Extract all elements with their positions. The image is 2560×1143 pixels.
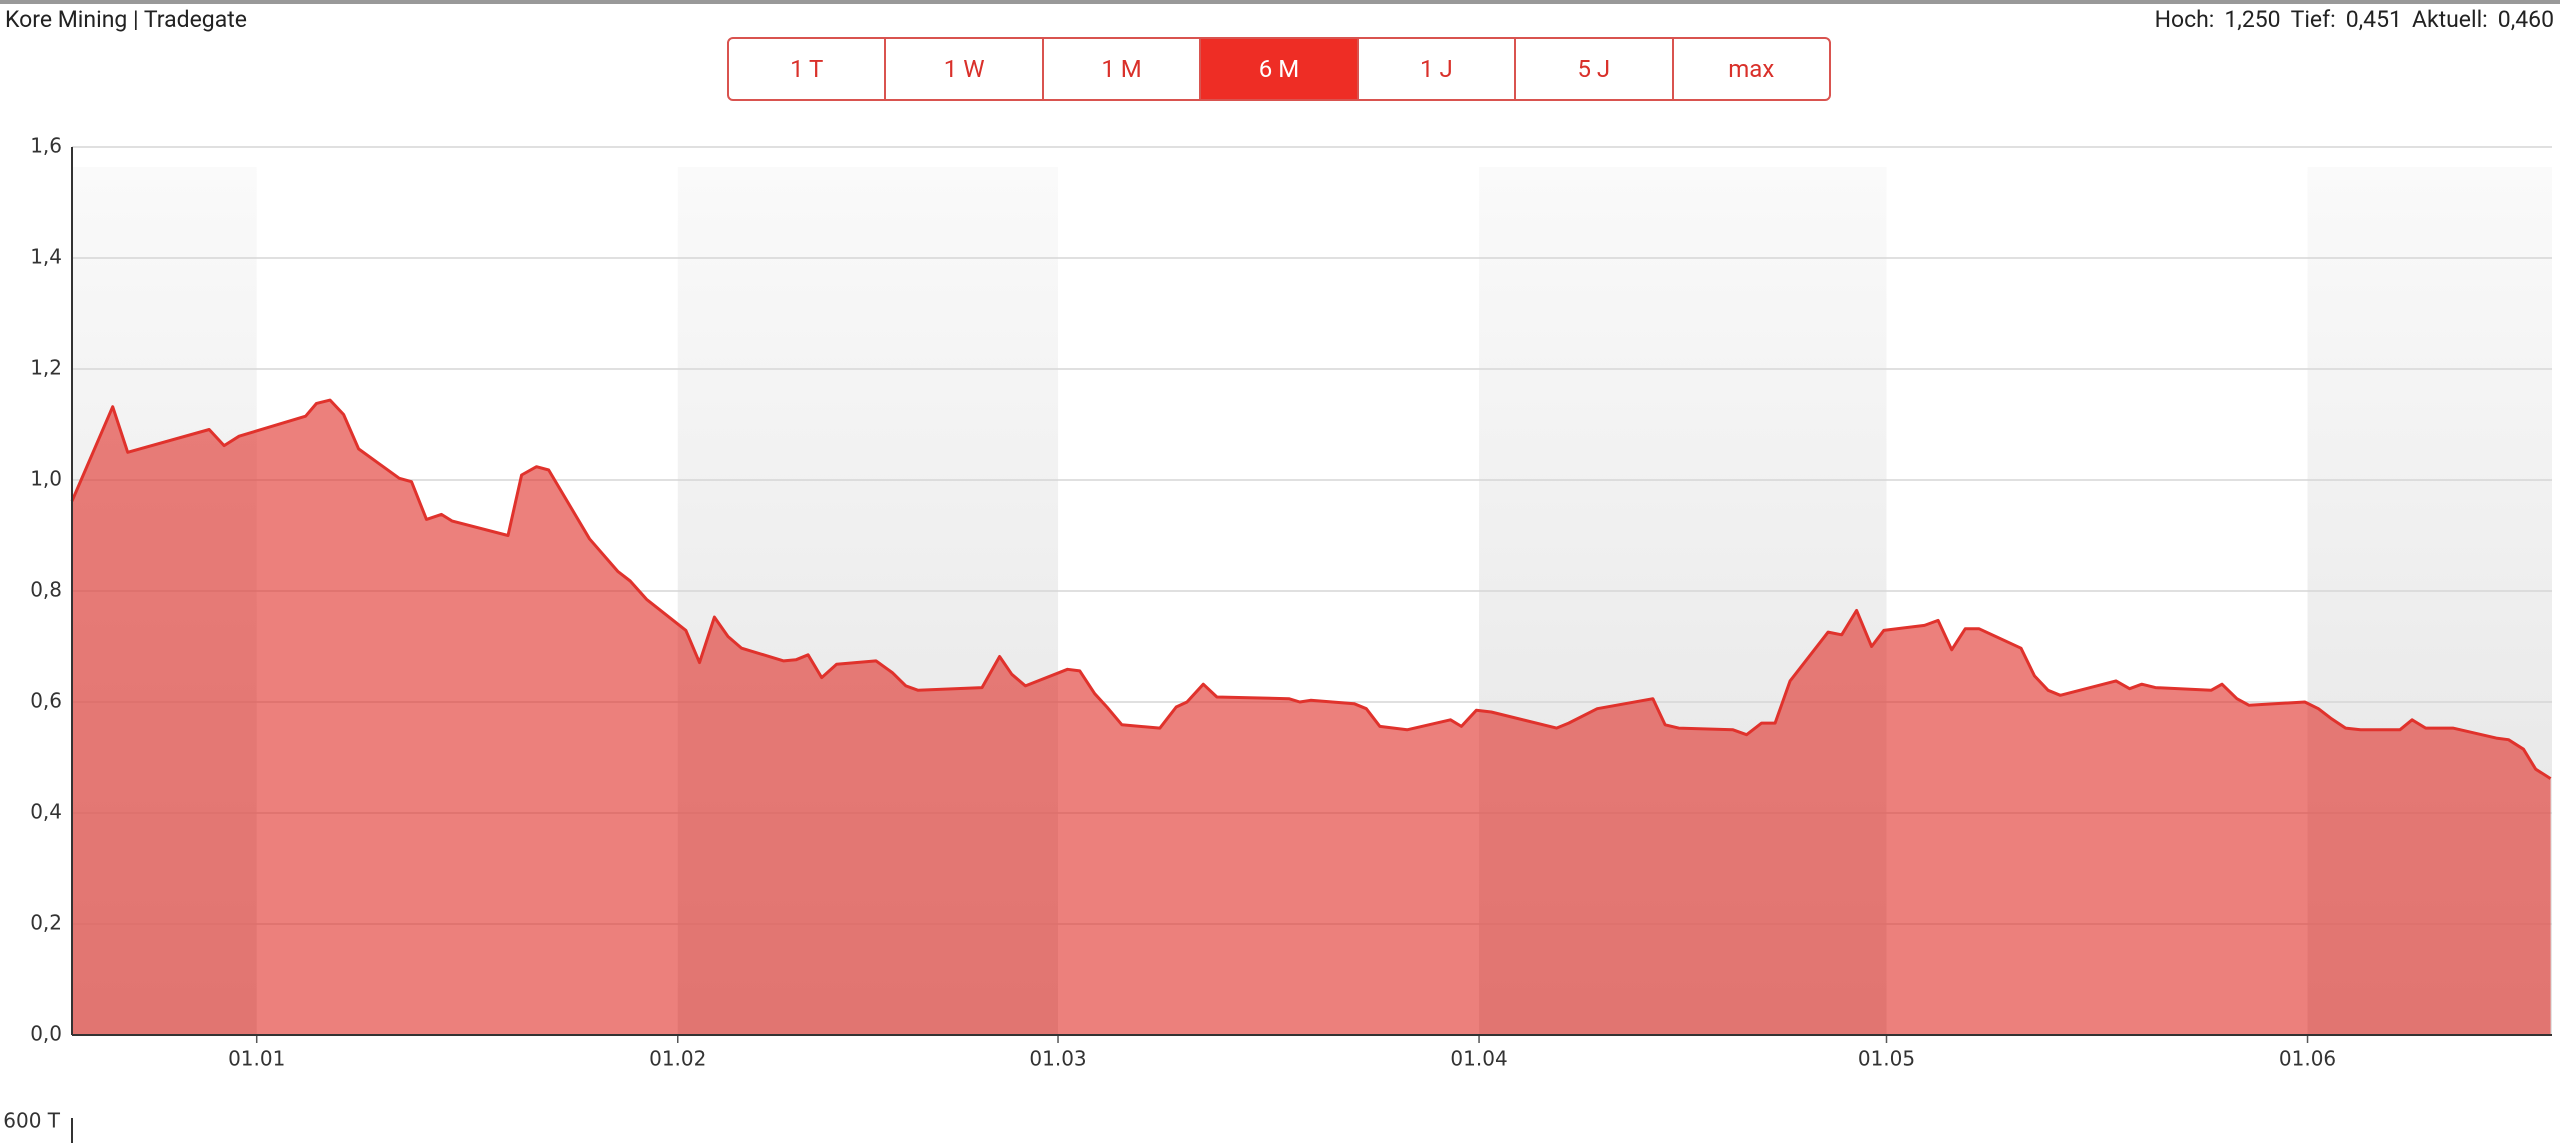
x-tick-label: 01.04 [1450, 1047, 1507, 1071]
y-tick-label: 0,2 [30, 911, 62, 935]
y-tick-label: 0,0 [30, 1022, 62, 1046]
stat-value: 0,451 [2345, 6, 2402, 33]
y-tick-label: 0,4 [30, 800, 62, 824]
y-tick-label: 1,4 [30, 245, 62, 269]
range-button[interactable]: 6 M [1201, 39, 1359, 99]
y-tick-label: 1,2 [30, 356, 62, 380]
title: Kore Mining | Tradegate [5, 6, 247, 33]
range-button[interactable]: 1 J [1359, 39, 1517, 99]
range-button[interactable]: 1 T [729, 39, 887, 99]
y-tick-label: 1,0 [30, 467, 62, 491]
x-tick-label: 01.03 [1029, 1047, 1086, 1071]
stat-label: Tief: [2290, 6, 2336, 33]
top-border [0, 0, 2560, 4]
stat-label: Hoch: [2154, 6, 2215, 33]
volume-axis-label: 600 T [3, 1109, 61, 1133]
y-tick-label: 0,8 [30, 578, 62, 602]
x-tick-label: 01.05 [1858, 1047, 1915, 1071]
range-button[interactable]: 5 J [1516, 39, 1674, 99]
range-button[interactable]: 1 M [1044, 39, 1202, 99]
x-tick-label: 01.02 [649, 1047, 706, 1071]
area-fill [72, 400, 2551, 1036]
range-button[interactable]: max [1728, 55, 1775, 83]
range-button[interactable]: 1 W [886, 39, 1044, 99]
stats: Hoch: 1,250 Tief: 0,451 Aktuell: 0,460 [2155, 6, 2554, 33]
x-tick-label: 01.01 [228, 1047, 285, 1071]
stat-label: Aktuell: [2411, 6, 2488, 33]
y-tick-label: 0,6 [30, 689, 62, 713]
x-tick-label: 01.06 [2279, 1047, 2336, 1071]
y-tick-label: 1,6 [30, 134, 62, 158]
stat-value: 1,250 [2224, 6, 2281, 33]
stat-value: 0,460 [2497, 6, 2554, 33]
price-line [70, 398, 2552, 780]
